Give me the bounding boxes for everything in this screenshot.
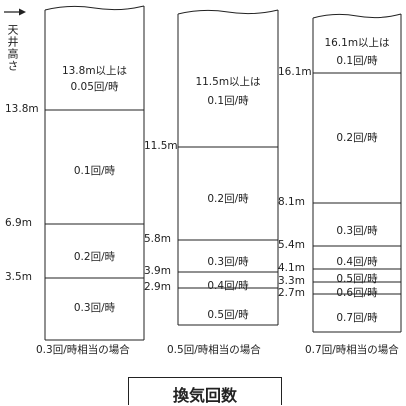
column-3-band-label: 0.4回/時 xyxy=(336,256,378,268)
column-2-band-label: 11.5m以上は xyxy=(195,76,261,88)
column-3-title: 0.7回/時相当の場合 xyxy=(305,344,399,356)
ventilation-diagram: 天井高さ 13.8m 6.9m 3.5m 13.8m以上は 0.05回/時 0.1回/時 0… xyxy=(4,5,402,405)
column-3-band-label: 0.1回/時 xyxy=(336,55,378,67)
column-3-tick-label: 3.3m xyxy=(278,275,305,287)
column-2-band-label: 0.2回/時 xyxy=(207,193,249,205)
column-3-tick-label: 8.1m xyxy=(278,196,305,208)
column-2-band-label: 0.3回/時 xyxy=(207,256,249,268)
column-1-band-label: 13.8m以上は xyxy=(61,65,128,77)
column-2-band-label: 0.5回/時 xyxy=(207,309,249,321)
column-1-title: 0.3回/時相当の場合 xyxy=(36,344,130,356)
column-2-tick-label: 3.9m xyxy=(144,265,171,277)
column-3-tick-label: 4.1m xyxy=(278,262,305,274)
column-2-band-label: 0.4回/時 xyxy=(207,280,249,292)
column-2-tick-label: 11.5m xyxy=(144,140,178,152)
axis-arrow-icon xyxy=(4,8,26,16)
column-1-tick-label: 3.5m xyxy=(5,271,32,283)
column-2-tick-label: 5.8m xyxy=(144,233,171,245)
column-1-tick-label: 6.9m xyxy=(5,217,32,229)
column-3-band-label: 0.5回/時 xyxy=(336,273,378,285)
column-1-top-wave xyxy=(44,5,145,11)
column-2-title: 0.5回/時相当の場合 xyxy=(167,344,261,356)
column-3-band-label: 0.7回/時 xyxy=(336,312,378,324)
column-1-band-label: 0.2回/時 xyxy=(73,251,116,263)
column-3-tick-label: 2.7m xyxy=(278,287,305,299)
column-3-tick-label: 5.4m xyxy=(278,239,305,251)
legend-ventilation-rate: 換気回数 xyxy=(128,377,282,405)
column-1-band-label: 0.05回/時 xyxy=(70,81,119,93)
column-3-band-label: 0.3回/時 xyxy=(336,225,378,237)
column-3-top-wave xyxy=(312,13,402,19)
column-3-band-label: 16.1m以上は xyxy=(324,37,390,49)
column-2-tick-label: 2.9m xyxy=(144,281,171,293)
column-1-band-label: 0.3回/時 xyxy=(73,302,116,314)
ceiling-height-axis-label: 天井高さ xyxy=(6,24,19,72)
column-3-tick-label: 16.1m xyxy=(278,66,312,78)
column-2-top-wave xyxy=(177,9,279,15)
column-3-band-label: 0.6回/時 xyxy=(336,287,378,299)
column-1-tick-label: 13.8m xyxy=(5,103,39,115)
column-1-band-label: 0.1回/時 xyxy=(73,165,116,177)
column-2-band-label: 0.1回/時 xyxy=(207,95,249,107)
diagram-svg xyxy=(44,5,402,341)
column-3-band-label: 0.2回/時 xyxy=(336,132,378,144)
